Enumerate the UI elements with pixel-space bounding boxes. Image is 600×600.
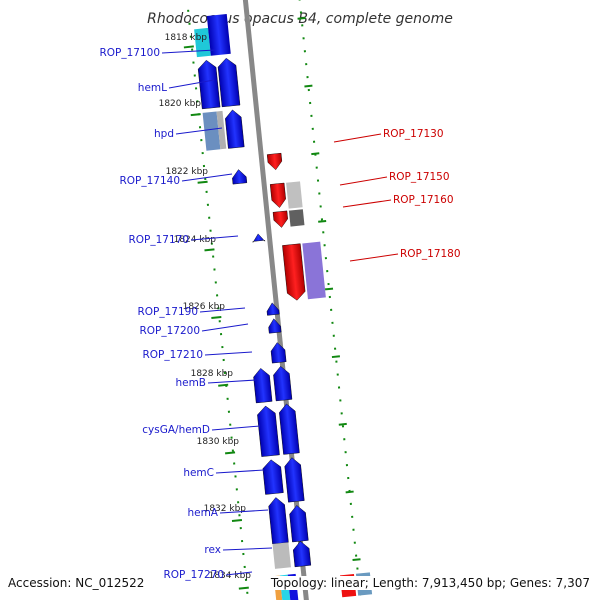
gene-leader-line (199, 307, 246, 313)
gene-arrow (232, 169, 248, 185)
topology-text: Topology: linear; Length: 7,913,450 bp; … (270, 576, 590, 590)
gene-label: hemA (187, 507, 218, 519)
accession-text: Accession: NC_012522 (8, 576, 145, 590)
gene-label: ROP_17200 (139, 325, 200, 337)
gene-leader-line (339, 176, 388, 186)
gene-arrow (257, 405, 280, 457)
gene-label: ROP_17130 (383, 128, 444, 140)
gene-arrow (289, 505, 309, 543)
gene-arrow (269, 182, 286, 208)
major-tick (183, 45, 194, 49)
kbp-label: 1818 kbp (165, 33, 208, 43)
gene-arrow (273, 366, 293, 402)
gene-arrow (293, 540, 312, 568)
gene-box (272, 542, 291, 569)
gene-label: ROP_17210 (142, 349, 203, 361)
major-tick (238, 586, 249, 590)
right-major-tick (324, 287, 334, 291)
left-tick-guide (187, 9, 250, 600)
gene-arrow (266, 152, 283, 171)
gene-label: ROP_17270 (163, 569, 224, 581)
gene-leader-line (168, 79, 215, 89)
gene-leader-line (161, 49, 216, 54)
gene-label: ROP_17160 (393, 194, 454, 206)
gene-label: ROP_17190 (137, 306, 198, 318)
gene-leader-line (190, 235, 239, 241)
gene-label: ROP_17150 (389, 171, 450, 183)
gene-label: hemC (183, 467, 214, 479)
kbp-label: 1830 kbp (197, 437, 240, 447)
gene-leader-line (222, 547, 273, 551)
gene-arrow (284, 457, 305, 503)
gene-label: ROP_17100 (99, 47, 160, 59)
gene-leader-line (342, 199, 392, 208)
gene-arrow (270, 342, 287, 364)
gene-leader-line (207, 379, 257, 384)
gene-leader-line (211, 425, 261, 431)
gene-label: hemL (138, 82, 167, 94)
major-tick (231, 518, 243, 522)
right-major-tick (311, 152, 320, 156)
gene-leader-line (225, 571, 253, 576)
gene-arrow (197, 59, 221, 110)
gene-arrow (217, 57, 241, 108)
gene-box (302, 241, 326, 300)
gene-leader-line (204, 351, 253, 356)
gene-cyan-box (194, 27, 211, 58)
gene-label: ROP_17170 (128, 234, 189, 246)
right-major-tick (352, 558, 361, 562)
right-major-tick (318, 219, 327, 223)
gene-box (216, 110, 227, 150)
gene-label: cysGA/hemD (142, 424, 210, 436)
gene-leader-line (333, 133, 382, 143)
major-tick (218, 383, 229, 387)
kbp-label: 1826 kbp (183, 302, 226, 312)
gene-leader-line (219, 509, 269, 514)
gene-leader-line (215, 469, 265, 474)
kbp-label: 1832 kbp (204, 504, 247, 514)
gene-arrow (225, 109, 245, 149)
gene-arrow (268, 497, 289, 545)
gene-arrow (253, 368, 273, 404)
gene-label: ROP_17140 (119, 175, 180, 187)
gene-box (286, 181, 303, 209)
kbp-label: 1834 kbp (209, 571, 252, 581)
gene-arrow (279, 403, 300, 455)
gene-arrow (252, 233, 266, 244)
kbp-label: 1822 kbp (166, 167, 209, 177)
gene-label: hpd (154, 128, 174, 140)
kbp-label: 1820 kbp (159, 99, 202, 109)
gene-box (202, 111, 221, 151)
gene-label: ROP_17180 (400, 248, 461, 260)
right-major-tick (338, 422, 347, 426)
major-tick (211, 316, 222, 320)
major-tick (225, 451, 236, 455)
right-major-tick (304, 84, 313, 88)
gene-label: rex (204, 544, 221, 556)
gene-arrow (268, 318, 282, 334)
gene-arrow (272, 210, 288, 228)
gene-arrow (282, 243, 306, 301)
gene-arrow (262, 459, 284, 495)
kbp-label: 1828 kbp (191, 369, 234, 379)
major-tick (190, 113, 201, 117)
right-major-tick (297, 17, 306, 20)
gene-leader-line (181, 173, 233, 182)
right-major-tick (345, 490, 354, 494)
gene-box (288, 209, 305, 227)
gene-arrow (206, 13, 231, 56)
major-tick (197, 180, 208, 184)
right-tick-guide (298, 0, 362, 596)
gene-leader-line (201, 323, 249, 332)
gene-leader-line (175, 127, 223, 135)
major-tick (204, 248, 215, 252)
gene-arrow (266, 302, 280, 316)
gene-leader-line (349, 253, 399, 262)
right-major-tick (331, 355, 340, 359)
gene-label: hemB (175, 377, 206, 389)
